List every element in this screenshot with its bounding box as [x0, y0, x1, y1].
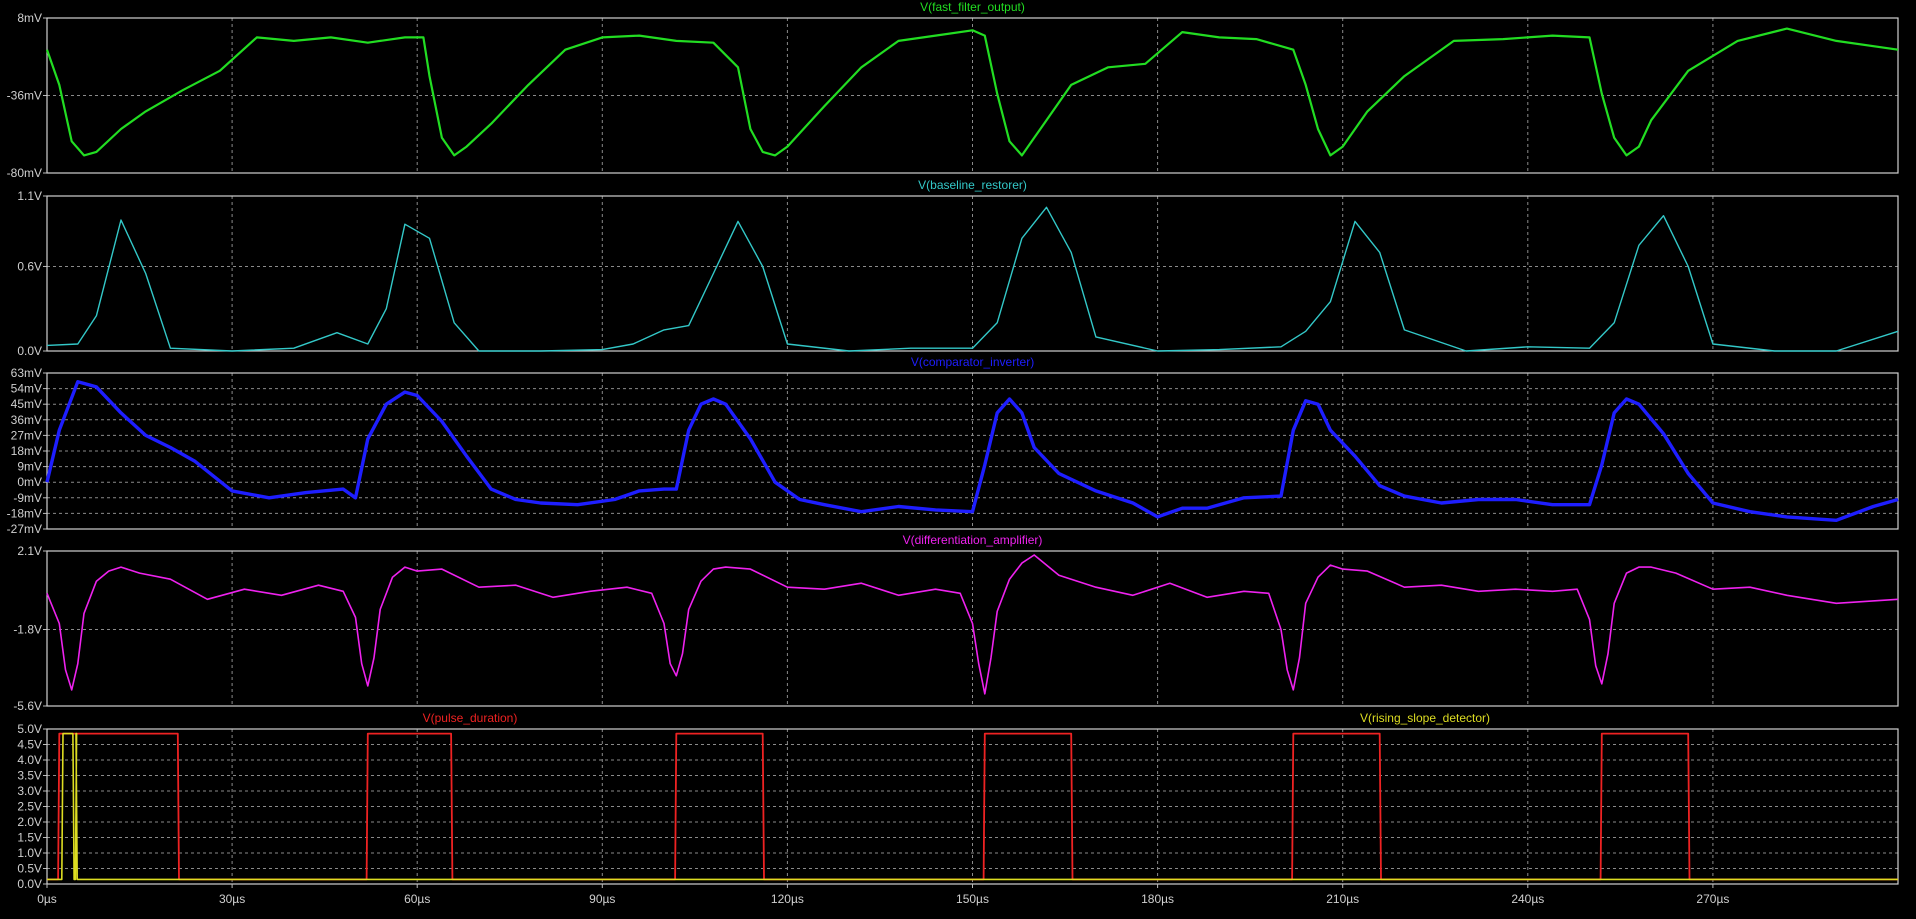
y-tick-label: 45mV: [11, 397, 42, 411]
y-tick-label: 36mV: [11, 413, 42, 427]
trace-label: V(comparator_inverter): [911, 355, 1034, 369]
pane-frame: [46, 550, 1899, 707]
y-tick-label: 9mV: [17, 460, 42, 474]
y-tick-label: 54mV: [11, 382, 42, 396]
x-tick-label: 240µs: [1511, 892, 1544, 906]
y-tick-label: 4.5V: [17, 738, 42, 752]
trace-label: V(differentiation_amplifier): [903, 533, 1043, 547]
pane-frame: [46, 372, 1899, 530]
y-tick-label: -18mV: [7, 506, 42, 520]
y-tick-label: 4.0V: [17, 753, 42, 767]
y-tick-label: 0mV: [17, 475, 42, 489]
trace-label: V(rising_slope_detector): [1360, 711, 1490, 725]
trace-line: [45, 380, 1899, 522]
x-tick-label: 180µs: [1141, 892, 1174, 906]
y-tick-label: 2.1V: [17, 544, 42, 558]
y-tick-label: 18mV: [11, 444, 42, 458]
y-tick-label: -5.6V: [13, 699, 42, 713]
y-tick-label: -9mV: [13, 491, 42, 505]
y-tick-label: 27mV: [11, 428, 42, 442]
y-tick-label: 0.0V: [17, 877, 42, 891]
y-tick-label: -27mV: [7, 522, 42, 536]
y-tick-label: 1.0V: [17, 846, 42, 860]
y-tick-label: 1.5V: [17, 831, 42, 845]
trace-label: V(fast_filter_output): [920, 0, 1025, 14]
y-tick-label: 2.0V: [17, 815, 42, 829]
x-tick-label: 30µs: [219, 892, 245, 906]
x-tick-label: 120µs: [771, 892, 804, 906]
trace-line: [47, 732, 1898, 881]
x-tick-label: 60µs: [404, 892, 430, 906]
y-tick-label: 2.5V: [17, 800, 42, 814]
trace-line: [45, 27, 1899, 157]
y-tick-label: -80mV: [7, 166, 42, 180]
y-tick-label: -1.8V: [13, 623, 42, 637]
y-tick-label: 63mV: [11, 366, 42, 380]
x-tick-label: 270µs: [1696, 892, 1729, 906]
x-tick-label: 90µs: [589, 892, 615, 906]
y-tick-label: 0.5V: [17, 862, 42, 876]
y-tick-label: 3.5V: [17, 769, 42, 783]
pane-frame: [46, 17, 1899, 174]
x-tick-label: 0µs: [37, 892, 57, 906]
x-tick-label: 210µs: [1326, 892, 1359, 906]
trace-line: [46, 206, 1899, 352]
y-tick-label: 5.0V: [17, 722, 42, 736]
y-tick-label: 0.0V: [17, 344, 42, 358]
y-tick-label: 8mV: [17, 11, 42, 25]
y-tick-label: -36mV: [7, 89, 42, 103]
trace-line: [46, 554, 1899, 695]
trace-label: V(baseline_restorer): [918, 178, 1027, 192]
y-tick-label: 1.1V: [17, 189, 42, 203]
x-tick-label: 150µs: [956, 892, 989, 906]
pane-frame: [46, 195, 1899, 352]
trace-label: V(pulse_duration): [423, 711, 518, 725]
y-tick-label: 0.6V: [17, 259, 42, 273]
y-tick-label: 3.0V: [17, 784, 42, 798]
